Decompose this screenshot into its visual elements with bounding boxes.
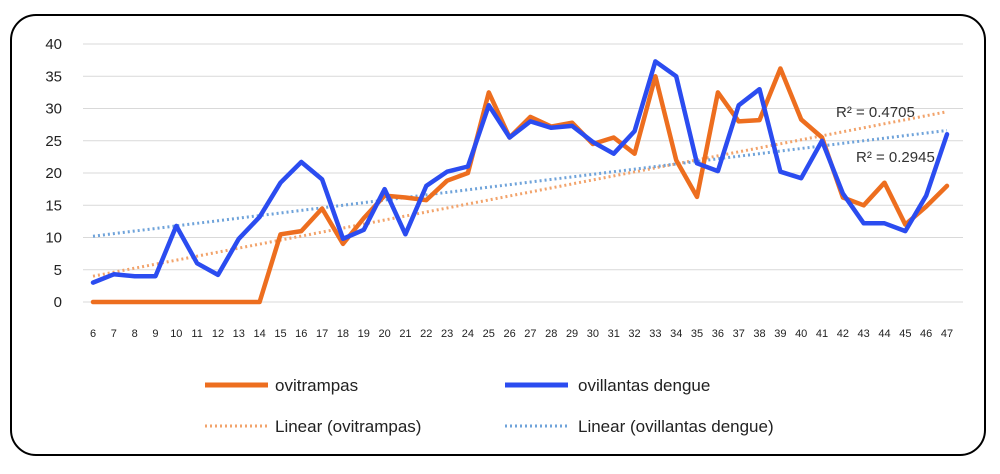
gridlines: [83, 43, 963, 303]
x-tick-label: 15: [274, 328, 286, 340]
x-tick-label: 30: [587, 328, 599, 340]
x-tick-label: 10: [170, 328, 182, 340]
x-tick-label: 11: [191, 328, 202, 340]
x-tick-label: 26: [503, 328, 515, 340]
y-tick-label: 30: [45, 101, 62, 118]
x-tick-label: 13: [233, 328, 245, 340]
x-tick-label: 17: [316, 328, 328, 340]
r-squared-labels: R² = 0.4705 R² = 0.2945: [836, 104, 935, 166]
x-tick-label: 41: [816, 328, 828, 340]
x-tick-label: 20: [378, 328, 390, 340]
x-tick-label: 19: [358, 328, 370, 340]
x-tick-label: 9: [152, 328, 158, 340]
y-tick-label: 15: [45, 197, 62, 214]
y-tick-label: 40: [45, 36, 62, 53]
legend: ovitrampas ovillantas dengue Linear (ovi…: [205, 376, 774, 436]
x-tick-label: 12: [212, 328, 224, 340]
x-tick-label: 22: [420, 328, 432, 340]
x-tick-label: 29: [566, 328, 578, 340]
x-tick-label: 39: [774, 328, 786, 340]
x-tick-label: 46: [920, 328, 932, 340]
x-tick-label: 31: [608, 328, 620, 340]
legend-label-linear-ovillantas: Linear (ovillantas dengue): [578, 417, 774, 436]
y-axis-ticks: 0 5 10 15 20 25 30 35 40: [45, 36, 62, 311]
trendlines: [92, 110, 948, 278]
r2-label-ovitrampas: R² = 0.4705: [836, 104, 915, 121]
x-tick-label: 33: [649, 328, 661, 340]
x-tick-label: 45: [899, 328, 911, 340]
legend-label-ovillantas: ovillantas dengue: [578, 376, 710, 395]
x-tick-label: 32: [628, 328, 640, 340]
x-tick-label: 25: [483, 328, 495, 340]
x-tick-label: 35: [691, 328, 703, 340]
x-tick-label: 23: [441, 328, 453, 340]
x-tick-label: 6: [90, 328, 96, 340]
x-tick-label: 34: [670, 328, 682, 340]
y-tick-label: 20: [45, 165, 62, 182]
x-tick-label: 27: [524, 328, 536, 340]
x-tick-label: 8: [132, 328, 138, 340]
y-tick-label: 25: [45, 133, 62, 150]
x-tick-label: 21: [399, 328, 411, 340]
x-tick-label: 16: [295, 328, 307, 340]
x-tick-label: 36: [712, 328, 724, 340]
y-tick-label: 5: [54, 262, 62, 279]
y-tick-label: 35: [45, 68, 62, 85]
y-tick-label: 0: [54, 294, 62, 311]
x-axis-ticks: 6 7 8 9 10 11 12 13 14 15 16 17 18 19 20 21 22 23 24 25 26 27…: [90, 328, 953, 340]
x-tick-label: 7: [111, 328, 117, 340]
x-tick-label: 28: [545, 328, 557, 340]
x-tick-label: 42: [837, 328, 849, 340]
x-tick-label: 44: [878, 328, 890, 340]
x-tick-label: 40: [795, 328, 807, 340]
x-tick-label: 14: [254, 328, 266, 340]
x-tick-label: 43: [858, 328, 870, 340]
series-line-1: [90, 59, 950, 285]
series-lines: [90, 59, 950, 305]
x-tick-label: 37: [733, 328, 745, 340]
legend-label-ovitrampas: ovitrampas: [275, 376, 358, 395]
x-tick-label: 47: [941, 328, 953, 340]
y-tick-label: 10: [45, 230, 62, 247]
x-tick-label: 18: [337, 328, 349, 340]
r2-label-ovillantas: R² = 0.2945: [856, 149, 935, 166]
trendline-1: [92, 128, 948, 238]
legend-label-linear-ovitrampas: Linear (ovitrampas): [275, 417, 421, 436]
x-tick-label: 38: [753, 328, 765, 340]
x-tick-label: 24: [462, 328, 474, 340]
